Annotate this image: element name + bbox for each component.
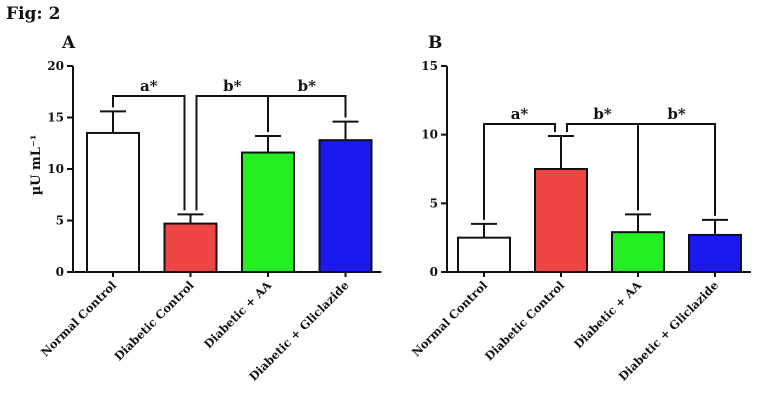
y-tick-label: 15: [421, 59, 438, 73]
significance-bracket: [112, 95, 186, 211]
category-label: Normal Control: [409, 278, 491, 360]
y-tick-label: 5: [56, 214, 64, 228]
bar-2: [163, 222, 218, 273]
bar-4: [688, 233, 742, 273]
significance-bracket: [483, 123, 556, 220]
y-tick-label: 10: [421, 128, 438, 142]
y-tick-label: 0: [56, 265, 64, 279]
category-label: Diabetic + AA: [571, 277, 645, 351]
significance-bracket: [195, 95, 347, 211]
y-tick-label: 5: [430, 196, 438, 210]
panel-label: B: [428, 33, 442, 53]
panel-label: A: [61, 33, 76, 53]
y-axis-label: µU mL⁻¹: [29, 135, 44, 196]
significance-label: b*: [223, 77, 241, 95]
bar-2: [534, 168, 588, 273]
bar-3: [611, 231, 665, 274]
category-label: Diabetic + AA: [201, 277, 275, 351]
category-label: Normal Control: [38, 278, 120, 360]
category-label: Diabetic Control: [482, 278, 568, 364]
significance-label: b*: [593, 105, 611, 123]
y-tick-label: 10: [47, 162, 64, 176]
significance-bracket: [566, 123, 716, 216]
figure-label: Fig: 2: [6, 4, 61, 24]
bar-1: [457, 236, 511, 274]
significance-label: a*: [511, 105, 529, 123]
bar-3: [241, 151, 295, 274]
y-tick-label: 20: [47, 59, 64, 73]
y-tick-label: 0: [430, 265, 438, 279]
significance-label: a*: [140, 77, 158, 95]
category-label: Diabetic Control: [111, 278, 197, 364]
significance-label: b*: [667, 105, 685, 123]
bar-1: [86, 131, 140, 273]
y-tick-label: 15: [47, 111, 64, 125]
bar-4: [318, 139, 373, 273]
significance-label: b*: [298, 77, 316, 95]
